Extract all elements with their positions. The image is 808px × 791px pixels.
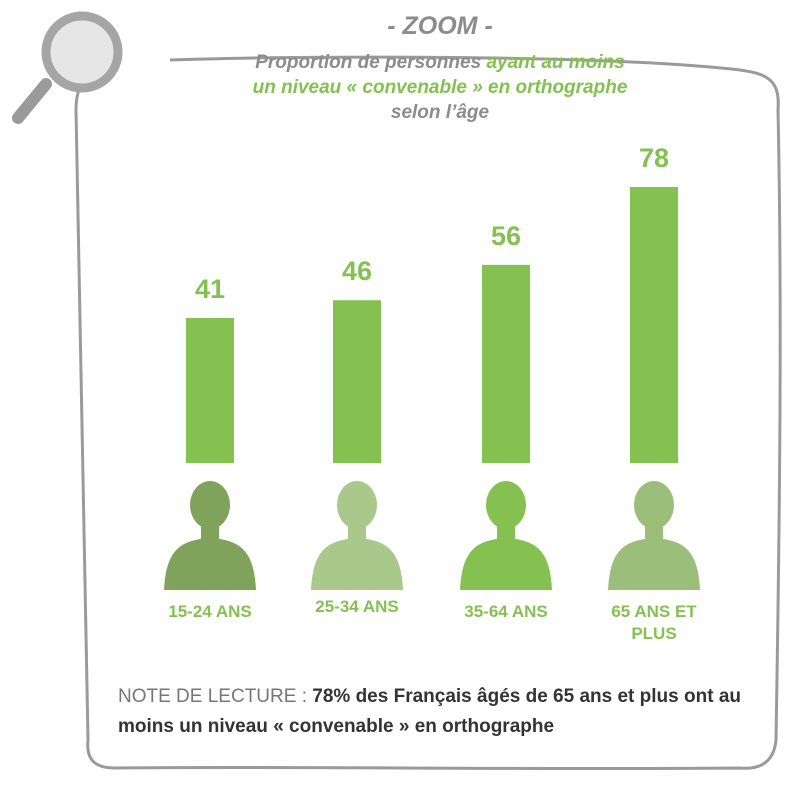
person-icon — [460, 481, 552, 590]
value-label: 56 — [491, 221, 521, 251]
person-icon — [164, 481, 256, 590]
bar — [186, 318, 234, 463]
magnifier-icon — [18, 16, 118, 118]
chart-title: - ZOOM - — [290, 12, 590, 41]
category-label: 15-24 ANS — [145, 601, 275, 623]
bar — [482, 265, 530, 463]
person-body — [164, 538, 256, 590]
category-label: 25-34 ANS — [292, 596, 422, 618]
bar — [630, 187, 678, 463]
person-head — [190, 481, 230, 529]
note-label: NOTE DE LECTURE : — [118, 686, 307, 707]
person-body — [608, 538, 700, 590]
bar — [333, 300, 381, 463]
person-head — [634, 481, 674, 529]
person-head — [337, 481, 377, 529]
chart-subtitle: Proportion de personnes ayant au moins u… — [250, 50, 630, 125]
subtitle-part: Proportion de personnes — [255, 52, 481, 73]
category-label: 65 ANS ET PLUS — [604, 601, 704, 645]
page: 41 46 56 78 - ZOOM - Proportion de personne… — [0, 0, 808, 791]
person-body — [460, 538, 552, 590]
category-label: 35-64 ANS — [441, 601, 571, 623]
person-head — [486, 481, 526, 529]
value-label: 78 — [639, 143, 669, 173]
value-label: 46 — [342, 256, 372, 286]
reading-note: NOTE DE LECTURE : 78% des Français âgés … — [118, 682, 758, 742]
subtitle-part: selon l’âge — [250, 100, 630, 125]
person-icon — [608, 481, 700, 590]
person-icon — [311, 481, 403, 590]
value-label: 41 — [195, 274, 225, 304]
person-body — [311, 538, 403, 590]
